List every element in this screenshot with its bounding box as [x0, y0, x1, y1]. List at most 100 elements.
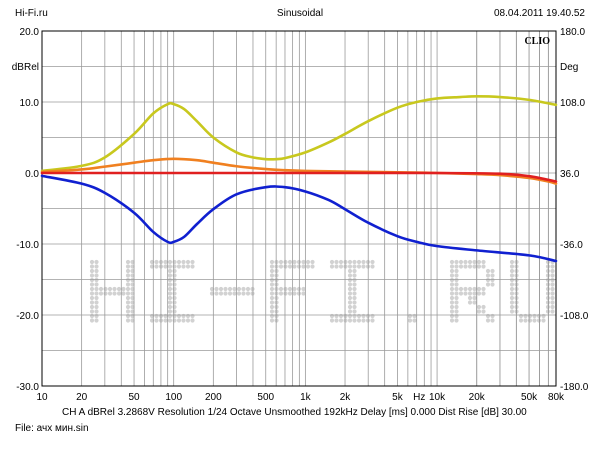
y-left-axis-ticks: 20.0 10.0 0.0 -10.0 -20.0 -30.0: [16, 27, 39, 393]
watermark-dot: [283, 291, 288, 296]
y-right-tick-label: -180.0: [560, 382, 589, 393]
watermark-dot: [343, 318, 348, 323]
watermark-dot: [467, 300, 473, 305]
watermark-dot: [283, 259, 288, 265]
watermark-dot: [458, 259, 464, 265]
y-left-tick-label: -30.0: [16, 382, 39, 393]
watermark-dot: [167, 277, 173, 283]
watermark-dot: [94, 318, 99, 323]
watermark-dot: [550, 291, 555, 296]
watermark-dot: [89, 286, 95, 292]
watermark-dot: [89, 268, 95, 274]
watermark-dot: [269, 277, 275, 283]
watermark-dot: [125, 286, 131, 292]
watermark-dot: [301, 259, 306, 265]
header-signal-type: Sinusoidal: [276, 8, 324, 19]
watermark-dot: [181, 259, 186, 265]
watermark-dot: [94, 291, 99, 296]
watermark-dot: [130, 286, 135, 292]
watermark-dot: [94, 286, 99, 292]
watermark-dot: [107, 286, 113, 292]
series-line-1: [40, 95, 558, 173]
file-name: File: ачх мин.sin: [15, 423, 89, 434]
watermark-dot: [181, 264, 186, 269]
watermark-dot: [454, 309, 459, 314]
watermark-dot: [214, 291, 219, 296]
watermark-dot: [550, 300, 555, 305]
watermark-dot: [269, 313, 275, 319]
watermark-dot: [89, 264, 95, 269]
watermark-dot: [130, 268, 135, 274]
watermark-dot: [509, 259, 515, 265]
watermark-dot: [329, 318, 335, 323]
watermark-dot: [172, 286, 177, 292]
watermark-dot: [449, 300, 455, 305]
watermark-dot: [550, 286, 555, 292]
watermark-dot: [472, 259, 477, 265]
watermark-dot: [163, 264, 168, 269]
watermark-dot: [550, 273, 555, 278]
watermark-dot: [287, 291, 293, 296]
watermark-dot: [352, 291, 357, 296]
watermark-dot: [269, 304, 275, 310]
watermark-dot: [338, 313, 344, 319]
watermark-dot: [449, 273, 455, 278]
watermark-dot: [89, 291, 95, 296]
watermark-dot: [352, 309, 357, 314]
watermark-dot: [310, 264, 315, 269]
watermark-dot: [167, 268, 173, 274]
y-left-axis-label: dBRel: [12, 62, 39, 73]
watermark-dot: [172, 295, 177, 301]
watermark-dot: [361, 264, 366, 269]
x-axis-ticks: 10 20 50 100 200 500 1k 2k 5k 10k 20k 50k 80k: [36, 392, 565, 403]
watermark-dot: [223, 286, 228, 292]
watermark-dot: [352, 259, 357, 265]
y-left-tick-label: 10.0: [20, 98, 40, 109]
watermark-dot: [481, 286, 486, 292]
y-right-tick-label: 180.0: [560, 27, 585, 38]
watermark-dot: [227, 291, 233, 296]
watermark-dot: [125, 273, 131, 278]
x-tick-label: 20k: [469, 392, 486, 403]
watermark-dot: [485, 268, 491, 274]
watermark-dot: [232, 286, 237, 292]
watermark-dot: [485, 318, 491, 323]
watermark-dot: [176, 318, 182, 323]
watermark-dot: [130, 277, 135, 283]
watermark-dot: [550, 304, 555, 310]
watermark-dot: [523, 318, 528, 323]
watermark-dot: [356, 259, 362, 265]
watermark-dot: [167, 295, 173, 301]
watermark-dot: [481, 304, 486, 310]
watermark-dot: [509, 268, 515, 274]
watermark-dot: [472, 286, 477, 292]
watermark-dot: [310, 259, 315, 265]
watermark-dot: [190, 264, 195, 269]
watermark-dot: [463, 291, 468, 296]
watermark-dot: [458, 286, 464, 292]
watermark-dot: [167, 300, 173, 305]
watermark-dot: [181, 313, 186, 319]
watermark-dot: [463, 259, 468, 265]
watermark-dot: [172, 309, 177, 314]
watermark-dot: [449, 318, 455, 323]
x-tick-label: 50: [128, 392, 140, 403]
watermark-dot: [550, 268, 555, 274]
watermark-dot: [454, 304, 459, 310]
watermark-dot: [130, 273, 135, 278]
watermark-dot: [94, 304, 99, 310]
watermark-dot: [125, 318, 131, 323]
watermark-dot: [472, 295, 477, 301]
watermark-dot: [454, 264, 459, 269]
watermark-dot: [305, 264, 311, 269]
watermark-dot: [550, 264, 555, 269]
watermark-dot: [89, 304, 95, 310]
watermark-dot: [347, 304, 353, 310]
watermark-dot: [476, 259, 482, 265]
watermark-dot: [472, 300, 477, 305]
watermark-dot: [130, 300, 135, 305]
series-line-3: [40, 171, 558, 183]
watermark-dot: [352, 268, 357, 274]
watermark-dot: [449, 282, 455, 287]
